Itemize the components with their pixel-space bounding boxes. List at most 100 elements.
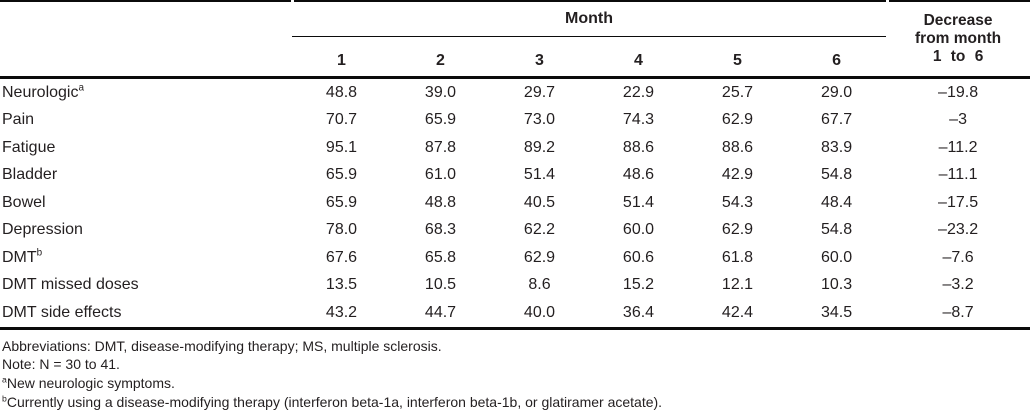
value-month-5: 62.9 xyxy=(721,111,754,129)
table-row: Pain 70.7 65.9 73.0 74.3 62.9 67.7 –3 xyxy=(0,107,1030,135)
value-decrease: –8.7 xyxy=(886,299,1030,330)
value-month-1: 70.7 xyxy=(325,111,358,129)
value-month-5: 54.3 xyxy=(721,193,754,211)
value-month-4: 51.4 xyxy=(622,193,655,211)
table-row: Neurologica 48.8 39.0 29.7 22.9 25.7 29.… xyxy=(0,78,1030,107)
month-5-header: 5 xyxy=(688,36,787,79)
value-month-2: 44.7 xyxy=(391,299,490,330)
value-decrease: –7.6 xyxy=(942,248,974,266)
footnote-a: aNew neurologic symptoms. xyxy=(2,374,1030,393)
row-label-cell: Pain xyxy=(0,107,292,135)
value-month-4: 60.6 xyxy=(622,248,655,266)
row-label: Depression xyxy=(2,221,83,239)
table-row: Bowel 65.9 48.8 40.5 51.4 54.3 48.4 –17.… xyxy=(0,189,1030,217)
value-month-5: 88.6 xyxy=(721,138,754,156)
row-label: Bowel xyxy=(2,193,46,211)
row-label: Fatigue xyxy=(2,138,56,156)
value-decrease: –17.5 xyxy=(938,193,979,211)
table-row: Fatigue 95.1 87.8 89.2 88.6 88.6 83.9 –1… xyxy=(0,134,1030,162)
value-month-2: 61.0 xyxy=(424,166,457,184)
value-month-4: 74.3 xyxy=(622,111,655,129)
decrease-column-header: Decrease from month 1 to 6 xyxy=(886,0,1030,79)
value-month-6: 29.0 xyxy=(820,83,853,101)
row-label-cell: Bowel xyxy=(0,189,292,217)
value-month-6: 48.4 xyxy=(820,193,853,211)
stub-subheader-cell xyxy=(0,36,292,79)
value-month-5: 12.1 xyxy=(721,276,754,294)
value-month-5: 61.8 xyxy=(721,248,754,266)
value-month-4: 22.9 xyxy=(622,83,655,101)
abbreviations-note: Abbreviations: DMT, disease-modifying th… xyxy=(2,337,442,354)
value-month-3: 29.7 xyxy=(523,83,556,101)
row-label: Pain xyxy=(2,111,35,129)
row-label: DMT missed doses xyxy=(2,276,139,294)
footnote-b-text: Currently using a disease-modifying ther… xyxy=(6,393,663,410)
value-month-4: 15.2 xyxy=(622,276,655,294)
value-month-2: 68.3 xyxy=(424,221,457,239)
value-month-4: 60.0 xyxy=(622,221,655,239)
header-row-group: Month Decrease from month 1 to 6 xyxy=(0,0,1030,79)
month-group-header: Month xyxy=(292,0,887,37)
value-month-6: 10.3 xyxy=(820,276,853,294)
table-body: Neurologica 48.8 39.0 29.7 22.9 25.7 29.… xyxy=(0,78,1030,330)
row-label-superscript: b xyxy=(36,247,43,259)
table-notes: Abbreviations: DMT, disease-modifying th… xyxy=(0,337,1030,412)
value-month-1: 13.5 xyxy=(325,276,358,294)
value-month-3: 62.9 xyxy=(523,248,556,266)
value-decrease: –3 xyxy=(949,111,967,129)
value-month-6: 34.5 xyxy=(787,299,887,330)
sample-size-note: Note: N = 30 to 41. xyxy=(2,356,120,373)
table-row: Depression 78.0 68.3 62.2 60.0 62.9 54.8… xyxy=(0,217,1030,245)
value-month-2: 65.8 xyxy=(424,248,457,266)
footnote-b-marker: b xyxy=(2,393,7,404)
month-2-header: 2 xyxy=(391,36,490,79)
row-label-cell: Bladder xyxy=(0,162,292,190)
value-month-6: 67.7 xyxy=(820,111,853,129)
value-month-4: 88.6 xyxy=(622,138,655,156)
value-month-5: 42.9 xyxy=(721,166,754,184)
value-month-1: 65.9 xyxy=(325,193,358,211)
value-month-1: 67.6 xyxy=(325,248,358,266)
table-row: DMT missed doses 13.5 10.5 8.6 15.2 12.1… xyxy=(0,272,1030,300)
footnote-a-marker: a xyxy=(2,374,7,385)
row-label: Neurologic xyxy=(2,83,79,101)
symptom-table: Month Decrease from month 1 to 6 1 2 3 4… xyxy=(0,0,1030,330)
value-decrease: –23.2 xyxy=(938,221,979,239)
value-month-6: 83.9 xyxy=(820,138,853,156)
table-header: Month Decrease from month 1 to 6 1 2 3 4… xyxy=(0,0,1030,79)
value-decrease: –19.8 xyxy=(938,83,979,101)
top-rule-gap-left xyxy=(291,0,294,3)
value-month-6: 54.8 xyxy=(820,166,853,184)
top-rule-gap-right xyxy=(886,0,889,3)
value-month-1: 65.9 xyxy=(325,166,358,184)
value-month-1: 48.8 xyxy=(325,83,358,101)
value-month-3: 51.4 xyxy=(523,166,556,184)
row-label-cell: Neurologica xyxy=(0,78,292,107)
value-month-1: 43.2 xyxy=(292,299,391,330)
row-label-cell: Fatigue xyxy=(0,134,292,162)
value-month-3: 40.5 xyxy=(523,193,556,211)
header-row-months: 1 2 3 4 5 6 xyxy=(0,36,1030,79)
value-month-5: 42.4 xyxy=(688,299,787,330)
value-month-1: 78.0 xyxy=(325,221,358,239)
value-decrease: –11.2 xyxy=(938,138,978,156)
value-month-2: 65.9 xyxy=(424,111,457,129)
row-label-cell: DMT missed doses xyxy=(0,272,292,300)
month-6-header: 6 xyxy=(787,36,887,79)
stub-header-cell xyxy=(0,0,292,37)
value-month-5: 62.9 xyxy=(721,221,754,239)
decrease-header-line-1: Decrease xyxy=(923,12,993,29)
month-4-header: 4 xyxy=(589,36,688,79)
row-label-superscript: a xyxy=(78,82,84,94)
row-label: Bladder xyxy=(2,166,58,184)
value-month-2: 87.8 xyxy=(424,138,457,156)
month-3-header: 3 xyxy=(490,36,589,79)
value-month-3: 89.2 xyxy=(523,138,556,156)
footnote-a-text: New neurologic symptoms. xyxy=(6,375,175,392)
table-row: DMT side effects 43.2 44.7 40.0 36.4 42.… xyxy=(0,299,1030,330)
row-label-cell: DMT side effects xyxy=(0,299,292,330)
value-month-6: 54.8 xyxy=(820,221,853,239)
value-month-6: 60.0 xyxy=(820,248,853,266)
value-month-1: 95.1 xyxy=(325,138,358,156)
